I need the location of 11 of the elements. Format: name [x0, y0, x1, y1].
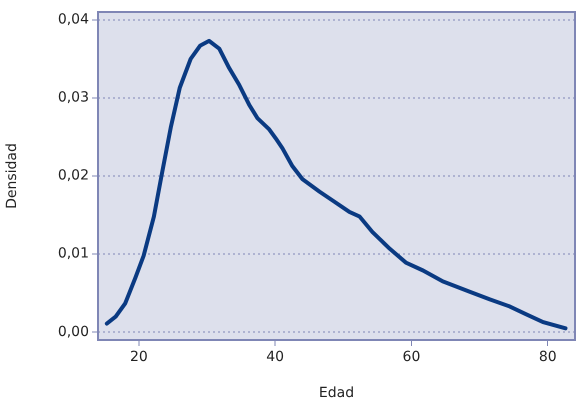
- x-tick-label: 80: [538, 349, 557, 366]
- y-tick-label: 0,01: [58, 246, 89, 262]
- y-tick-label: 0,03: [58, 90, 89, 106]
- x-tick-label: 20: [130, 349, 148, 366]
- x-axis-title: Edad: [318, 385, 354, 402]
- y-axis-title: Densidad: [4, 143, 20, 209]
- x-tick-label: 40: [266, 349, 284, 366]
- y-tick-label: 0,04: [58, 11, 90, 28]
- y-tick-label: 0,00: [58, 324, 89, 340]
- x-tick-label: 60: [402, 349, 420, 366]
- y-tick-label: 0,02: [58, 168, 89, 184]
